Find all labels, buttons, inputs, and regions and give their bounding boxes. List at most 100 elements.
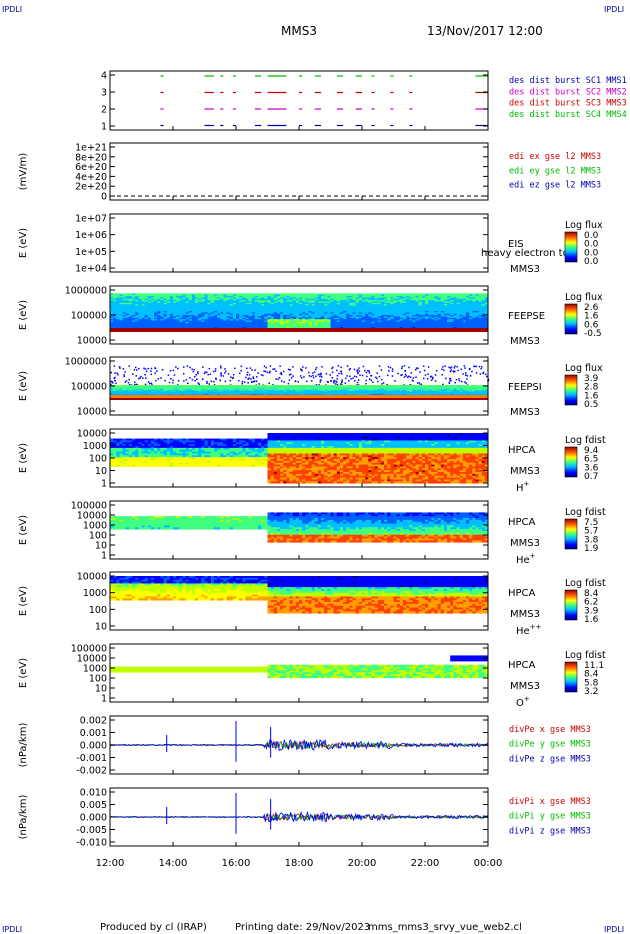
feepsi-point [315,367,318,369]
y-tick-label: 1e+21 [75,143,107,154]
feepsi-point [382,382,385,384]
feepsi-point [301,377,303,379]
feepsi-point [257,372,259,374]
feepsi-point [156,370,158,372]
y-tick-label: 10 [95,684,107,695]
feepsi-point [403,376,406,378]
feepsi-point [397,372,399,375]
feepsi-point [444,365,446,367]
feepsi-point [424,374,427,376]
feepsi-point [449,377,452,380]
spacecraft-label: MMS3 [510,264,540,275]
y-axis-label: E (eV) [18,586,29,616]
colorbar-title: Log flux [565,292,603,303]
feepsi-point [457,369,459,372]
colorbar-title: Log flux [565,220,603,231]
feepsi-point [128,384,131,386]
feepsi-point [462,373,464,375]
feepsi-point [147,381,150,383]
feepsi-point [312,374,314,377]
feepsi-point [336,383,339,386]
y-tick-label: 1e+05 [75,247,107,258]
feepsi-point [187,382,189,384]
feepsi-point [466,375,469,377]
colorbar-tick-label: 1.6 [584,312,599,322]
y-tick-label: 1 [101,551,107,562]
colorbar-tick-label: 3.6 [584,463,599,473]
feepsi-point [401,367,403,370]
feepsi-point [122,368,125,370]
feepsi-point [170,378,172,380]
y-tick-label: -0.005 [76,825,107,836]
feepsi-point [330,379,332,382]
feepsi-point [370,374,372,377]
colorbar-title: Log flux [565,363,603,374]
feepsi-point [341,380,343,383]
feepsi-point [225,370,227,372]
feepsi-point [215,378,217,380]
colorbar [564,661,578,693]
feepsi-point [206,380,208,383]
feepsi-point [469,367,471,370]
feepsi-point [401,365,403,368]
feepsi-point [208,367,211,370]
feepsi-point [111,381,114,383]
feepsi-point [412,380,414,382]
y-tick-label: 100000 [71,382,107,393]
y-tick-label: 1 [101,479,107,490]
feepsi-point [289,369,291,371]
feepsi-point [364,370,366,372]
y-tick-label: 1000 [83,521,107,532]
spacecraft-label: MMS3 [510,466,540,477]
spacecraft-label: MMS3 [510,538,540,549]
feepsi-point [265,366,267,369]
feepsi-point [224,380,227,383]
feepsi-point [469,375,472,377]
feepsi-point [415,369,417,371]
colorbar-tick-label: 3.2 [584,687,598,697]
feepsi-point [177,380,180,382]
instrument-label: HPCA [508,588,536,599]
feepsi-point [278,377,281,379]
feepsi-point [449,377,451,380]
y-tick-label: 1e+04 [75,264,107,275]
feepsi-point [263,365,266,368]
feepsi-point [338,372,340,375]
feepsi-point [197,382,199,384]
feepsi-point [215,377,217,379]
feepsi-point [340,373,343,375]
feepsi-point [336,375,339,377]
feepsi-point [389,366,392,369]
feepsi-point [204,371,206,373]
feepsi-point [193,368,195,371]
series-line-1 [109,740,489,750]
feepsi-point [427,373,429,375]
y-tick-label: -0.001 [76,753,107,764]
feepsi-point [229,379,231,382]
feepsi-point [196,378,198,380]
feepsi-point [220,372,222,374]
species-label: O+ [516,695,530,709]
colorbar-tick-label: 0.0 [584,231,599,241]
feepsi-point [479,373,482,375]
y-tick-label: 1000 [83,441,107,452]
feepsi-point [268,372,271,374]
feepsi-point [426,378,429,380]
colorbar [564,374,578,406]
feepsi-point [191,368,193,371]
feepsi-point [331,377,334,379]
feepsi-point [135,366,137,369]
feepsi-point [405,375,407,377]
feepsi-point [253,380,255,383]
plot-datetime: 13/Nov/2017 12:00 [427,24,543,38]
y-tick-label: -0.010 [76,838,107,849]
instrument-label: HPCA [508,660,536,671]
feepsi-point [252,377,255,380]
feepsi-point [192,370,195,373]
feepsi-point [250,378,252,380]
feepsi-point [442,366,444,368]
feepsi-point [268,382,270,384]
legend-entry: divPi x gse MMS3 [509,797,591,807]
feepsi-point [138,377,140,380]
